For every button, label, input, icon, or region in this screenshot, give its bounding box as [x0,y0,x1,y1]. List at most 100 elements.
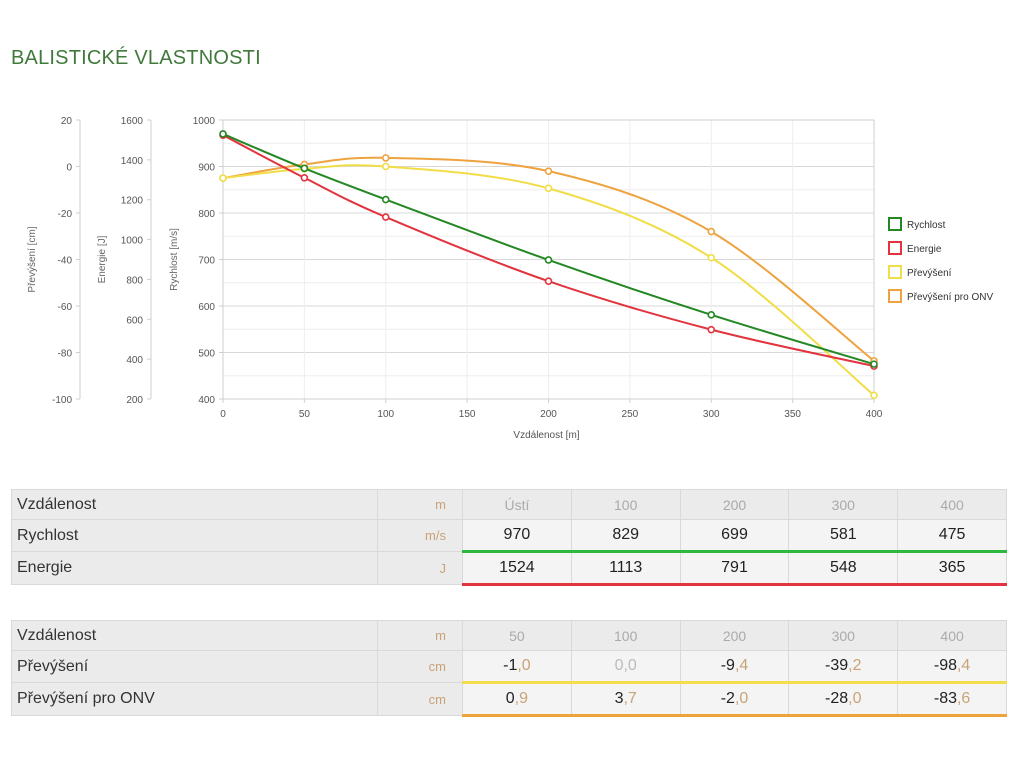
y-tick-label: 800 [198,209,215,220]
energy-cell: 791 [679,551,790,586]
legend-label: Převýšení pro ONV [907,292,993,303]
velocity-cell: 475 [897,519,1007,553]
distance-col: 50 [462,620,572,651]
energy-cell: 365 [897,551,1007,586]
drop-cell: 0,0 [570,650,681,684]
value-int: -39 [825,657,849,674]
data-point-rychlost [219,130,227,138]
value-int: 3 [614,690,624,707]
y-tick-label: 600 [198,302,215,313]
x-tick-label: 300 [703,409,720,420]
data-point-prevyseni [381,162,390,171]
x-tick-label: 200 [540,409,557,420]
value-int: -83 [933,690,957,707]
data-point-energie [707,325,716,334]
y-tick-label: 500 [198,349,215,360]
row-unit: J [377,551,463,585]
value-frac: ,0 [623,657,637,674]
y-tick-label: 600 [126,315,143,326]
table-row-energy: Energie J 1524 1113 791 548 365 [11,551,1007,586]
value-int: 0 [614,657,624,674]
value-int: -28 [825,690,849,707]
legend-label: Energie [907,244,942,255]
energy-cell: 548 [788,551,899,586]
data-point-prevyseni-pro-onv [381,154,390,162]
data-point-energie [381,213,390,221]
y-tick-label: 1400 [121,156,144,167]
y-axis-title: Energie [J] [97,235,108,283]
value-int: -1 [503,657,518,674]
row-label: Rychlost [11,519,378,552]
data-point-energie [544,277,553,286]
value-frac: ,4 [734,657,749,674]
velocity-cell: 699 [679,519,790,553]
data-point-prevyseni-pro-onv [544,167,553,175]
header-label: Vzdálenost [11,620,378,651]
velocity-cell: 581 [788,519,899,553]
page-title: BALISTICKÉ VLASTNOSTI [11,47,261,69]
distance-col: 300 [788,489,899,520]
table-header-row: Vzdálenost m Ústí 100 200 300 400 [11,489,1007,520]
y-tick-label: -20 [58,209,73,220]
drop-cell: -1,0 [462,650,572,684]
energy-cell: 1113 [570,551,681,586]
data-point-rychlost [300,164,309,173]
drop-cell: -98,4 [897,650,1007,684]
data-point-prevyseni-pro-onv [707,227,716,236]
drop-table: Vzdálenost m 50 100 200 300 400 Převýšen… [11,620,1007,717]
data-point-energie [300,173,309,182]
value-int: 0 [505,690,515,707]
row-label: Převýšení pro ONV [11,682,378,716]
y-axis-title: Rychlost [m/s] [169,228,180,291]
value-frac: ,0 [848,690,862,707]
y-tick-label: 900 [198,163,215,174]
row-unit: cm [377,682,463,716]
row-unit: m/s [377,519,463,552]
header-label: Vzdálenost [11,489,378,520]
y-tick-label: -100 [52,395,72,406]
y-tick-label: 0 [66,163,72,174]
x-tick-label: 150 [459,409,476,420]
row-label: Energie [11,551,378,585]
data-point-prevyseni [870,391,878,400]
legend-swatch [888,265,902,279]
distance-col: 400 [897,489,1007,520]
header-unit: m [377,489,463,520]
table-row-velocity: Rychlost m/s 970 829 699 581 475 [11,519,1007,553]
header-unit: m [377,620,463,651]
legend-swatch [888,217,902,231]
velocity-cell: 829 [570,519,681,553]
value-int: -98 [933,657,957,674]
value-frac: ,0 [734,690,749,707]
value-frac: ,7 [623,690,637,707]
distance-col: 100 [570,489,681,520]
drop-cell: -39,2 [788,650,899,684]
value-frac: ,4 [956,657,971,674]
value-frac: ,9 [514,690,529,707]
data-point-prevyseni [219,174,227,182]
y-tick-label: 200 [126,395,143,406]
drop-onv-cell: -83,6 [897,682,1007,717]
legend-swatch [888,289,902,303]
x-tick-label: 0 [220,409,226,420]
velocity-cell: 970 [462,519,572,553]
table-row-drop: Převýšení cm -1,0 0,0 -9,4 -39,2 -98,4 [11,650,1007,684]
velocity-energy-table: Vzdálenost m Ústí 100 200 300 400 Rychlo… [11,489,1007,586]
y-tick-label: 400 [126,355,143,366]
drop-onv-cell: -28,0 [788,682,899,717]
value-frac: ,2 [848,657,862,674]
value-frac: ,0 [517,657,531,674]
data-point-rychlost [707,311,716,319]
value-int: -9 [720,657,735,674]
y-tick-label: 1600 [121,116,144,127]
distance-col: 200 [679,620,790,651]
y-tick-label: 700 [198,256,215,267]
drop-cell: -9,4 [679,650,790,684]
drop-onv-cell: 0,9 [462,682,572,717]
drop-onv-cell: -2,0 [679,682,790,717]
x-axis-title: Vzdálenost [m] [513,430,579,441]
x-tick-label: 250 [622,409,639,420]
y-axis-title: Převýšení [cm] [27,226,38,292]
table-header-row: Vzdálenost m 50 100 200 300 400 [11,620,1007,651]
